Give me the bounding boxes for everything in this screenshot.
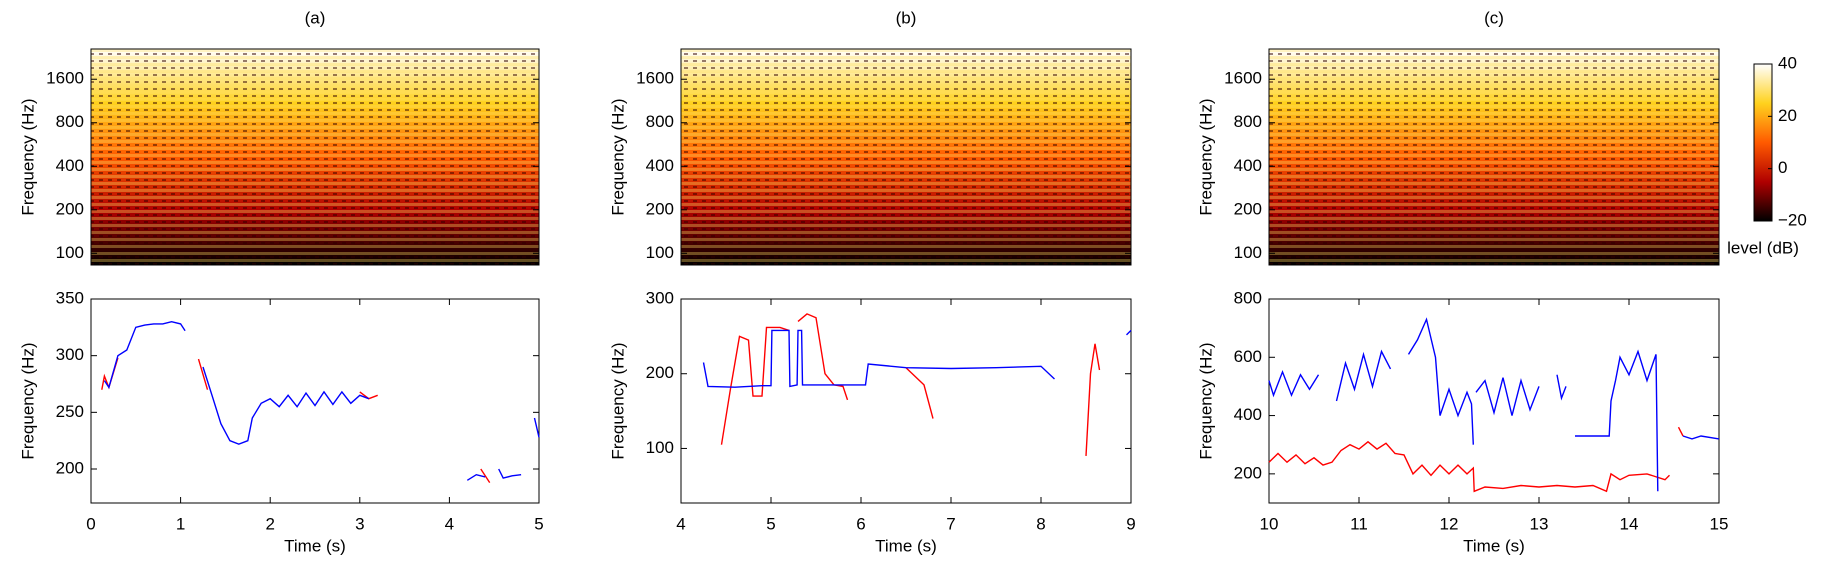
- spectrogram-texture: [681, 49, 1131, 265]
- colorbar-tick-label: 0: [1778, 158, 1787, 177]
- x-tick-label: 15: [1710, 514, 1729, 533]
- panel-title: (b): [896, 8, 917, 27]
- y-tick-label: 800: [56, 112, 84, 131]
- spectrogram-texture: [91, 49, 539, 265]
- x-axis-label: Time (s): [284, 536, 346, 555]
- x-axis-label: Time (s): [1463, 536, 1525, 555]
- panel-title: (c): [1484, 8, 1504, 27]
- y-tick-label: 300: [646, 288, 674, 307]
- y-tick-label: 100: [1234, 243, 1262, 262]
- x-tick-label: 14: [1620, 514, 1639, 533]
- y-tick-label: 100: [56, 243, 84, 262]
- x-tick-label: 2: [265, 514, 274, 533]
- axes-box: [680, 48, 1132, 266]
- panel-title: (a): [305, 8, 326, 27]
- y-tick-label: 200: [56, 199, 84, 218]
- x-tick-label: 9: [1126, 514, 1135, 533]
- y-tick-label: 200: [1234, 199, 1262, 218]
- y-tick-label: 600: [1234, 347, 1262, 366]
- y-tick-label: 300: [56, 345, 84, 364]
- y-tick-label: 400: [1234, 156, 1262, 175]
- x-tick-label: 7: [946, 514, 955, 533]
- pitch-track: [720, 313, 1101, 456]
- x-tick-label: 4: [445, 514, 454, 533]
- y-tick-label: 1600: [46, 69, 84, 88]
- x-tick-label: 8: [1036, 514, 1045, 533]
- colorbar-tick-label: 40: [1778, 53, 1797, 72]
- colorbar-tick-label: 20: [1778, 106, 1797, 125]
- spectrogram-texture: [1269, 49, 1719, 265]
- y-tick-label: 400: [646, 156, 674, 175]
- y-tick-label: 800: [646, 112, 674, 131]
- x-axis-label: Time (s): [875, 536, 937, 555]
- y-tick-label: 200: [1234, 463, 1262, 482]
- colorbar-tick-label: −20: [1778, 210, 1807, 229]
- axes-box: [1268, 48, 1720, 266]
- x-tick-label: 3: [355, 514, 364, 533]
- x-tick-label: 5: [766, 514, 775, 533]
- x-tick-label: 10: [1260, 514, 1279, 533]
- y-tick-label: 400: [56, 156, 84, 175]
- y-tick-label: 200: [646, 363, 674, 382]
- pitch-track: [1268, 317, 1720, 492]
- axes-box: [1268, 298, 1720, 504]
- y-tick-label: 1600: [1224, 69, 1262, 88]
- x-tick-label: 0: [86, 514, 95, 533]
- x-tick-label: 11: [1350, 514, 1368, 533]
- pitch-track: [1268, 426, 1684, 493]
- y-axis-label: Frequency (Hz): [608, 98, 627, 215]
- axes-box: [90, 48, 540, 266]
- y-axis-label: Frequency (Hz): [1196, 98, 1215, 215]
- y-axis-label: Frequency (Hz): [18, 98, 37, 215]
- y-axis-label: Frequency (Hz): [1196, 342, 1215, 459]
- y-tick-label: 800: [1234, 112, 1262, 131]
- pitch-track: [103, 320, 540, 481]
- y-tick-label: 400: [1234, 405, 1262, 424]
- axes-box: [680, 298, 1132, 504]
- y-tick-label: 100: [646, 438, 674, 457]
- x-tick-label: 6: [856, 514, 865, 533]
- y-tick-label: 350: [56, 288, 84, 307]
- x-tick-label: 5: [534, 514, 543, 533]
- y-tick-label: 1600: [636, 69, 674, 88]
- pitch-track: [101, 357, 491, 483]
- x-tick-label: 4: [676, 514, 685, 533]
- x-tick-label: 13: [1530, 514, 1549, 533]
- y-tick-label: 200: [646, 199, 674, 218]
- y-tick-label: 100: [646, 243, 674, 262]
- x-tick-label: 12: [1440, 514, 1459, 533]
- y-tick-label: 200: [56, 458, 84, 477]
- colorbar: [1753, 63, 1773, 222]
- x-tick-label: 1: [176, 514, 185, 533]
- y-axis-label: Frequency (Hz): [608, 342, 627, 459]
- pitch-track: [702, 329, 1132, 388]
- axes-box: [90, 298, 540, 504]
- colorbar-label: level (dB): [1727, 238, 1799, 257]
- y-axis-label: Frequency (Hz): [18, 342, 37, 459]
- y-tick-label: 250: [56, 402, 84, 421]
- y-tick-label: 800: [1234, 288, 1262, 307]
